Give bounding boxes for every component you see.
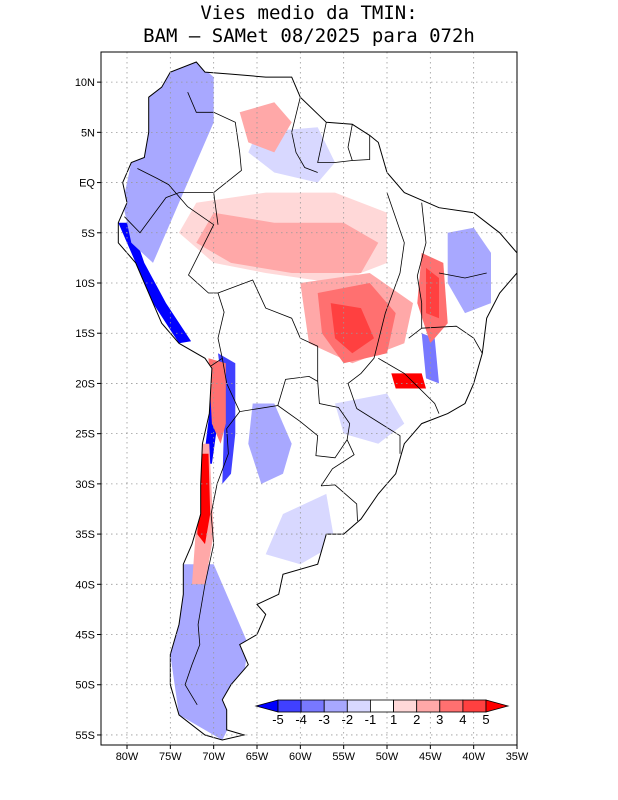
country-border-6 xyxy=(137,168,189,207)
colorbar-label: 4 xyxy=(459,712,466,727)
x-tick-label: 40W xyxy=(462,751,485,763)
country-border-3 xyxy=(347,124,353,161)
colorbar-label: -1 xyxy=(365,712,377,727)
y-tick-label: 35S xyxy=(75,529,95,541)
colorbar-label: 5 xyxy=(482,712,489,727)
map-frame xyxy=(100,51,518,746)
x-tick-label: 80W xyxy=(116,751,139,763)
y-tick-label: 50S xyxy=(75,680,95,692)
colorbar-box xyxy=(346,699,371,713)
country-border-5 xyxy=(124,192,214,234)
y-tick-label: 10S xyxy=(75,278,95,290)
colorbar-box xyxy=(439,699,464,713)
country-border-19 xyxy=(421,325,483,354)
country-border-0 xyxy=(187,92,242,225)
bias-region-11 xyxy=(447,227,491,314)
y-tick-label: 45S xyxy=(75,630,95,642)
chart-title-line2: BAM – SAMet 08/2025 para 072h xyxy=(143,25,475,47)
colorbar-box xyxy=(369,699,394,713)
country-border-18 xyxy=(438,272,487,279)
colorbar-label: -3 xyxy=(318,712,330,727)
country-border-4 xyxy=(334,135,371,163)
country-border-11 xyxy=(184,411,241,706)
x-tick-label: 75W xyxy=(159,751,182,763)
colorbar-box xyxy=(323,699,348,713)
colorbar-label: -5 xyxy=(272,712,284,727)
bias-region-24 xyxy=(426,267,439,319)
chart-title-line1: Vies medio da TMIN: xyxy=(200,2,418,24)
x-tick-label: 55W xyxy=(332,751,355,763)
country-border-8 xyxy=(217,279,319,382)
y-tick-label: 5N xyxy=(81,127,95,139)
colorbar-box xyxy=(416,699,441,713)
y-tick-label: EQ xyxy=(79,178,95,190)
x-tick-label: 35W xyxy=(506,751,529,763)
y-tick-label: 15S xyxy=(75,328,95,340)
y-tick-label: 20S xyxy=(75,378,95,390)
country-border-7 xyxy=(187,206,218,294)
country-border-2 xyxy=(317,122,335,163)
bias-region-17 xyxy=(239,102,292,153)
country-border-21 xyxy=(356,408,401,454)
country-border-9 xyxy=(209,292,225,367)
colorbar-box xyxy=(462,699,487,713)
bias-region-22 xyxy=(208,358,226,444)
bias-region-14 xyxy=(335,393,405,444)
y-tick-label: 55S xyxy=(75,730,95,742)
country-border-20 xyxy=(378,357,440,414)
colorbar-label: -2 xyxy=(342,712,354,727)
country-border-13 xyxy=(317,381,351,424)
colorbar-label: 2 xyxy=(413,712,420,727)
colorbar-box xyxy=(277,699,302,713)
y-tick-label: 10N xyxy=(75,77,95,89)
colorbar-arrow-low xyxy=(254,699,279,713)
colorbar-label: -4 xyxy=(295,712,307,727)
bias-region-8 xyxy=(118,62,214,263)
bias-region-1 xyxy=(118,222,192,344)
colorbar-box xyxy=(300,699,325,713)
country-border-17 xyxy=(408,202,427,339)
country-border-16 xyxy=(347,192,405,409)
x-tick-label: 50W xyxy=(376,751,399,763)
colorbar-arrow-high xyxy=(485,699,510,713)
country-border-1 xyxy=(291,97,318,173)
colorbar-label: 3 xyxy=(436,712,443,727)
bias-region-10 xyxy=(248,403,292,484)
colorbar-box xyxy=(393,699,418,713)
y-tick-label: 25S xyxy=(75,429,95,441)
x-tick-label: 70W xyxy=(202,751,225,763)
x-tick-label: 60W xyxy=(289,751,312,763)
bias-region-23 xyxy=(330,303,374,354)
y-tick-label: 30S xyxy=(75,479,95,491)
x-tick-label: 45W xyxy=(419,751,442,763)
country-border-15 xyxy=(320,439,355,487)
colorbar: -5 -4 -3 -2 -1 1 2 3 4 5 xyxy=(254,699,510,727)
x-tick-label: 65W xyxy=(246,751,269,763)
bias-region-16 xyxy=(196,212,379,273)
country-border-14 xyxy=(321,484,358,522)
y-tick-label: 5S xyxy=(82,228,95,240)
bias-region-26 xyxy=(391,373,426,389)
coastline xyxy=(117,61,517,741)
bias-region-13 xyxy=(265,493,335,565)
y-tick-label: 40S xyxy=(75,579,95,591)
colorbar-label: 1 xyxy=(390,712,397,727)
